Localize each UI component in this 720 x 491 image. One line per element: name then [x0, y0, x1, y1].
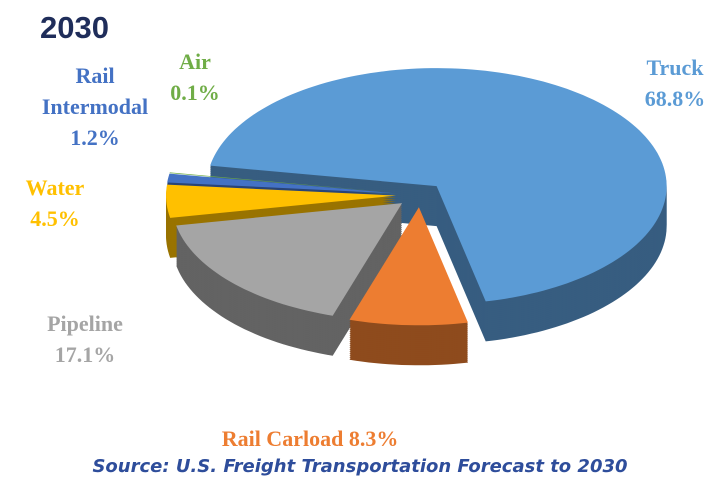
slice — [169, 172, 397, 193]
chart-title: 2030 — [40, 10, 109, 45]
source-note: Source: U.S. Freight Transportation Fore… — [92, 456, 628, 477]
slice — [349, 207, 468, 326]
slice — [167, 173, 397, 194]
slice-value-label: 1.2% — [70, 125, 120, 150]
slice — [176, 203, 403, 316]
slice-label: Rail Carload 8.3% — [180, 423, 440, 454]
slice-name: Water — [25, 175, 85, 200]
slice-label: Rail Intermodal 1.2% — [20, 60, 170, 153]
slice-name: Rail Carload — [221, 426, 344, 451]
slice-label: Water 4.5% — [5, 172, 105, 234]
slice — [166, 184, 397, 218]
slice-label: Pipeline 17.1% — [20, 308, 150, 370]
slice-name: Truck — [646, 55, 704, 80]
slice-value-label: 4.5% — [30, 206, 80, 231]
slice-label: Air 0.1% — [150, 46, 240, 108]
slice — [210, 68, 667, 302]
slice-name: Rail Intermodal — [41, 63, 149, 119]
slice-value-label: 68.8% — [644, 86, 706, 111]
slice-label: Truck 68.8% — [620, 52, 720, 114]
slice-value-label: 8.3% — [348, 426, 399, 451]
slice-name: Pipeline — [47, 311, 123, 336]
slice-value-label: 17.1% — [54, 342, 116, 367]
slice-name: Air — [179, 49, 211, 74]
slice-value-label: 0.1% — [170, 80, 220, 105]
